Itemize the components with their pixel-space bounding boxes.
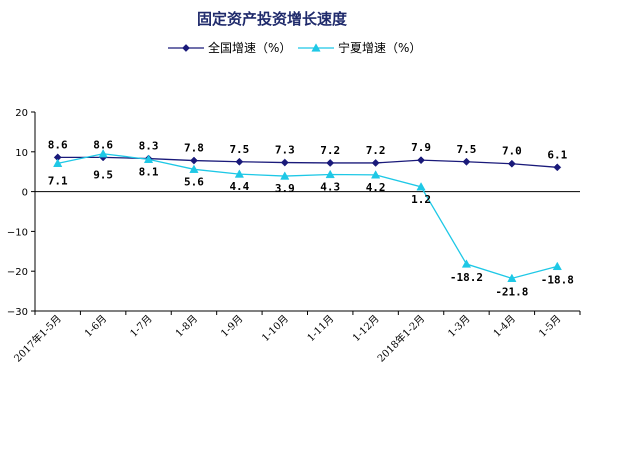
y-tick-label: 10 bbox=[15, 148, 28, 159]
data-labels: 8.6 8.6 8.3 7.8 7.5 7.3 7.2 7.2 7.9 7.5 7.0 6.1 7.1 9… bbox=[48, 138, 574, 298]
x-tick-label: 1-9月 bbox=[219, 313, 246, 340]
x-tick-label: 1-12月 bbox=[350, 313, 381, 344]
data-point bbox=[235, 157, 244, 166]
legend-label: 宁夏增速（%） bbox=[338, 40, 421, 55]
data-label: 7.1 bbox=[48, 174, 68, 187]
data-label: -18.8 bbox=[541, 273, 574, 286]
series-line-2 bbox=[57, 153, 558, 280]
data-point bbox=[462, 157, 471, 166]
x-tick-label: 1-3月 bbox=[446, 313, 473, 340]
data-point bbox=[552, 261, 562, 271]
data-point bbox=[280, 158, 289, 167]
data-label: 4.2 bbox=[366, 181, 386, 194]
data-label: 1.2 bbox=[411, 193, 431, 206]
legend-marker bbox=[182, 44, 190, 52]
data-point bbox=[326, 158, 335, 167]
data-point bbox=[190, 156, 198, 165]
y-tick-label: −30 bbox=[7, 307, 28, 318]
data-point bbox=[371, 158, 380, 167]
data-point bbox=[143, 154, 154, 163]
data-label: 8.6 bbox=[48, 138, 68, 151]
data-label: 8.1 bbox=[139, 165, 159, 178]
y-tick-label: −10 bbox=[7, 227, 28, 238]
x-tick-label: 2018年1-2月 bbox=[374, 312, 427, 365]
series-line-1 bbox=[57, 156, 558, 168]
x-tick-label: 2017年1-5月 bbox=[11, 312, 64, 365]
data-label: 8.6 bbox=[93, 138, 113, 151]
data-point bbox=[461, 259, 472, 268]
data-label: 7.2 bbox=[320, 144, 340, 157]
x-tick-label: 1-11月 bbox=[305, 313, 336, 344]
data-point bbox=[325, 169, 335, 179]
x-tick-label: 1-4月 bbox=[491, 313, 518, 340]
data-label: 7.5 bbox=[457, 143, 477, 156]
data-label: 7.2 bbox=[366, 144, 386, 157]
x-tick-label: 1-6月 bbox=[82, 313, 109, 340]
data-label: 7.9 bbox=[411, 141, 431, 154]
data-label: 9.5 bbox=[93, 168, 113, 181]
y-tick-label: −20 bbox=[7, 267, 28, 278]
x-tick-label: 1-7月 bbox=[128, 313, 155, 340]
legend-marker bbox=[311, 43, 321, 52]
chart-title: 固定资产投资增长速度 bbox=[197, 10, 348, 28]
x-tick-label: 1-10月 bbox=[259, 313, 290, 344]
data-label: 7.0 bbox=[502, 145, 522, 158]
data-label: 5.6 bbox=[184, 175, 204, 188]
data-label: -21.8 bbox=[495, 285, 528, 298]
data-point bbox=[280, 171, 290, 180]
data-point bbox=[189, 164, 199, 173]
legend-label: 全国增速（%） bbox=[208, 40, 291, 55]
data-point bbox=[507, 273, 517, 282]
legend-item-1: 全国增速（%） bbox=[168, 40, 291, 55]
legend: 全国增速（%） 宁夏增速（%） bbox=[168, 40, 421, 55]
data-point bbox=[53, 158, 63, 167]
y-tick-label: 20 bbox=[15, 108, 28, 119]
data-label: 4.3 bbox=[320, 180, 340, 193]
data-point bbox=[553, 163, 562, 172]
series-layer bbox=[53, 149, 562, 282]
x-tick-label: 1-5月 bbox=[536, 313, 563, 340]
data-point bbox=[416, 182, 426, 191]
data-label: 7.3 bbox=[275, 144, 295, 157]
data-point bbox=[371, 170, 381, 179]
data-label: 4.4 bbox=[229, 180, 249, 193]
data-label: 6.1 bbox=[547, 148, 567, 161]
data-label: 3.9 bbox=[275, 182, 295, 195]
data-label: 7.5 bbox=[229, 143, 249, 156]
data-point bbox=[98, 149, 108, 158]
data-point bbox=[417, 156, 425, 165]
legend-item-2: 宁夏增速（%） bbox=[298, 40, 421, 55]
data-label: 8.3 bbox=[139, 140, 159, 153]
data-label: 7.8 bbox=[184, 142, 204, 155]
y-tick-label: 0 bbox=[22, 188, 28, 199]
data-label: -18.2 bbox=[450, 271, 483, 284]
x-tick-label: 1-8月 bbox=[173, 313, 200, 340]
data-point bbox=[234, 169, 244, 178]
data-point bbox=[507, 159, 516, 168]
